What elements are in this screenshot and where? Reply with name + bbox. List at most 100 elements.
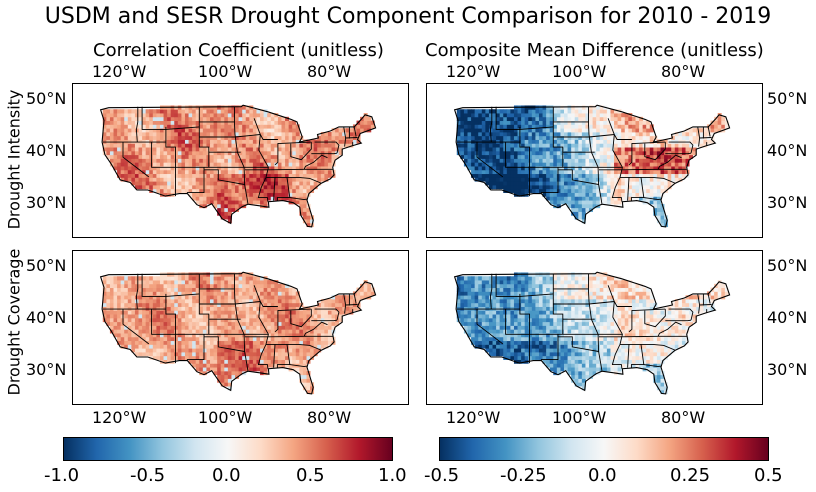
grid-cell	[217, 303, 221, 307]
grid-cell	[192, 140, 196, 144]
grid-cell	[543, 170, 547, 174]
grid-cell	[582, 143, 586, 147]
grid-cell	[575, 143, 579, 147]
grid-cell	[618, 121, 622, 125]
grid-cell	[510, 143, 514, 147]
grid-cell	[181, 295, 185, 299]
grid-cell	[321, 314, 325, 318]
grid-cell	[142, 322, 146, 326]
grid-cell	[539, 177, 543, 181]
grid-cell	[564, 193, 568, 197]
grid-cell	[139, 174, 143, 178]
grid-cell	[618, 124, 622, 128]
grid-cell	[156, 121, 160, 125]
grid-cell	[635, 193, 639, 197]
grid-cell	[153, 299, 157, 303]
grid-cell	[299, 367, 303, 371]
grid-cell	[228, 325, 232, 329]
grid-cell	[289, 124, 293, 128]
grid-cell	[210, 174, 214, 178]
grid-cell	[485, 121, 489, 125]
grid-cell	[553, 170, 557, 174]
grid-cell	[192, 299, 196, 303]
grid-cell	[156, 299, 160, 303]
grid-cell	[285, 322, 289, 326]
grid-cell	[317, 314, 321, 318]
grid-cell	[578, 158, 582, 162]
grid-cell	[460, 151, 464, 155]
grid-cell	[192, 352, 196, 356]
grid-cell	[260, 162, 264, 166]
grid-cell	[357, 128, 361, 132]
grid-cell	[575, 341, 579, 345]
grid-cell	[117, 314, 121, 318]
grid-cell	[646, 143, 650, 147]
grid-cell	[657, 360, 661, 364]
grid-cell	[296, 314, 300, 318]
grid-cell	[507, 185, 511, 189]
grid-cell	[106, 291, 110, 295]
grid-cell	[135, 322, 139, 326]
grid-cell	[228, 299, 232, 303]
grid-cell	[285, 143, 289, 147]
grid-cell	[231, 151, 235, 155]
grid-cell	[528, 162, 532, 166]
grid-cell	[321, 318, 325, 322]
grid-cell	[153, 121, 157, 125]
grid-cell	[199, 322, 203, 326]
grid-cell	[646, 128, 650, 132]
grid-cell	[131, 314, 135, 318]
grid-cell	[274, 193, 278, 197]
grid-cell	[571, 352, 575, 356]
grid-cell	[239, 151, 243, 155]
grid-cell	[260, 295, 264, 299]
grid-cell	[289, 344, 293, 348]
grid-cell	[217, 177, 221, 181]
grid-cell	[156, 348, 160, 352]
grid-cell	[146, 166, 150, 170]
grid-cell	[475, 128, 479, 132]
grid-cell	[224, 204, 228, 208]
grid-cell	[650, 356, 654, 360]
grid-cell	[468, 136, 472, 140]
grid-cell	[650, 200, 654, 204]
grid-cell	[671, 143, 675, 147]
grid-cell	[235, 367, 239, 371]
grid-cell	[525, 356, 529, 360]
grid-cell	[367, 288, 371, 292]
grid-cell	[249, 341, 253, 345]
grid-cell	[249, 284, 253, 288]
grid-cell	[174, 348, 178, 352]
grid-cell	[124, 174, 128, 178]
grid-cell	[671, 174, 675, 178]
grid-cell	[231, 352, 235, 356]
grid-cell	[578, 121, 582, 125]
grid-cell	[192, 284, 196, 288]
grid-cell	[607, 136, 611, 140]
grid-cell	[114, 128, 118, 132]
grid-cell	[142, 128, 146, 132]
grid-cell	[164, 109, 168, 113]
grid-cell	[639, 147, 643, 151]
grid-cell	[607, 177, 611, 181]
grid-cell	[153, 280, 157, 284]
grid-cell	[203, 177, 207, 181]
grid-cell	[521, 177, 525, 181]
grid-cell	[281, 363, 285, 367]
grid-cell	[110, 322, 114, 326]
grid-cell	[568, 181, 572, 185]
grid-cell	[650, 189, 654, 193]
grid-cell	[493, 174, 497, 178]
grid-cell	[643, 363, 647, 367]
grid-cell	[621, 348, 625, 352]
grid-cell	[260, 329, 264, 333]
grid-cell	[181, 147, 185, 151]
grid-cell	[281, 356, 285, 360]
grid-cell	[596, 143, 600, 147]
grid-cell	[482, 166, 486, 170]
grid-cell	[271, 158, 275, 162]
grid-cell	[510, 177, 514, 181]
grid-cell	[532, 151, 536, 155]
grid-cell	[185, 284, 189, 288]
grid-cell	[557, 360, 561, 364]
